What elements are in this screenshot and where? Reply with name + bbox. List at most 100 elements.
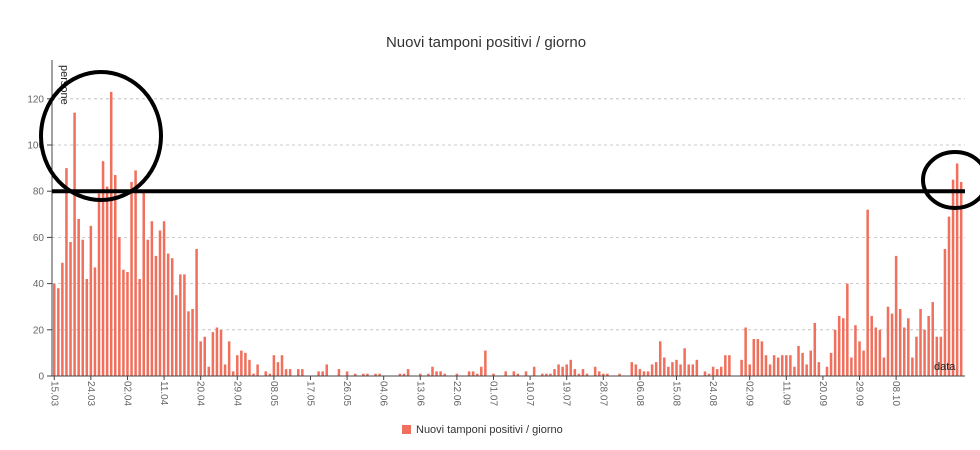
bar — [183, 274, 186, 376]
y-tick-label: 60 — [33, 233, 45, 244]
x-tick-labels: 15.03 24.03 02.04 11.04 20.04 29.04 08.05 17.05… — [48, 376, 901, 406]
bar — [776, 357, 780, 376]
highlight-circle-october — [921, 150, 980, 210]
bar — [744, 327, 747, 376]
bar — [597, 371, 601, 376]
bar — [130, 181, 133, 376]
x-tick-label: 20.04 — [195, 381, 206, 406]
bar — [337, 369, 341, 376]
bar — [435, 371, 438, 376]
bar — [109, 91, 113, 377]
axes — [51, 60, 965, 377]
bar — [825, 366, 829, 376]
bar — [532, 366, 536, 376]
bar — [561, 366, 564, 376]
bar — [480, 366, 483, 376]
bar — [760, 341, 764, 376]
bar — [874, 327, 878, 376]
bar — [573, 369, 577, 376]
bar — [654, 362, 658, 376]
bar — [565, 364, 568, 376]
bar — [431, 366, 434, 376]
bar — [797, 345, 800, 376]
bar — [618, 373, 621, 376]
x-tick-label: 24.08 — [707, 381, 718, 406]
bar — [862, 350, 865, 376]
bars — [53, 91, 963, 377]
bar — [402, 373, 406, 376]
chart-title: Nuovi tamponi positivi / giorno — [386, 34, 586, 51]
bar — [175, 295, 178, 376]
bar — [252, 373, 255, 376]
bar — [691, 364, 695, 376]
bar — [280, 355, 284, 376]
bar — [231, 371, 235, 376]
bar — [650, 364, 654, 376]
legend-label: Nuovi tamponi positivi / giorno — [416, 424, 563, 436]
bar — [475, 373, 479, 376]
bar — [602, 373, 605, 376]
bar — [297, 369, 300, 376]
bar — [553, 369, 556, 376]
bar — [886, 306, 890, 376]
x-tick-label: 08.10 — [890, 381, 901, 406]
bar — [634, 364, 638, 376]
bar — [715, 369, 719, 376]
bar — [89, 225, 93, 376]
bar — [325, 364, 329, 376]
bar — [516, 373, 520, 376]
bar — [707, 373, 711, 376]
bar — [878, 329, 882, 376]
bar — [703, 371, 707, 376]
bar — [833, 329, 837, 376]
bar — [724, 355, 727, 376]
bar — [711, 366, 715, 376]
x-tick-label: 08.05 — [268, 381, 279, 406]
bar — [154, 255, 158, 376]
bar — [227, 341, 231, 376]
bar — [890, 313, 894, 376]
bar — [427, 373, 430, 376]
x-tick-label: 01.07 — [487, 381, 498, 406]
bar — [353, 373, 357, 376]
x-tick-label: 04.06 — [378, 381, 389, 406]
bar — [675, 359, 678, 376]
legend[interactable]: Nuovi tamponi positivi / giorno — [402, 424, 563, 436]
bar — [158, 230, 162, 376]
bar — [943, 248, 947, 376]
bar — [585, 373, 589, 376]
bar — [195, 248, 198, 376]
bar — [903, 327, 906, 376]
bar — [898, 309, 902, 376]
bar — [443, 373, 446, 376]
legend-swatch — [402, 425, 411, 434]
bar — [419, 373, 422, 376]
bar — [105, 186, 109, 376]
bar — [223, 364, 227, 376]
bar — [114, 175, 117, 376]
bar — [215, 327, 219, 376]
bar — [179, 274, 182, 376]
bar — [97, 193, 101, 376]
bar — [118, 237, 121, 376]
bar — [374, 373, 377, 376]
bar — [240, 350, 243, 376]
bar — [366, 373, 369, 376]
bar — [512, 371, 516, 376]
bar — [740, 359, 743, 376]
x-tick-label: 13.06 — [414, 381, 425, 406]
bar — [219, 329, 223, 376]
bar — [577, 373, 581, 376]
bar — [65, 168, 68, 376]
x-tick-label: 26.05 — [341, 381, 352, 406]
bar — [793, 366, 796, 376]
bar — [841, 318, 845, 376]
bar — [362, 373, 365, 376]
annotations — [39, 70, 980, 210]
bar — [695, 359, 699, 376]
bar — [809, 350, 812, 376]
bar — [378, 373, 381, 376]
y-tick-label: 20 — [33, 325, 45, 336]
x-tick-label: 11.09 — [780, 381, 791, 406]
